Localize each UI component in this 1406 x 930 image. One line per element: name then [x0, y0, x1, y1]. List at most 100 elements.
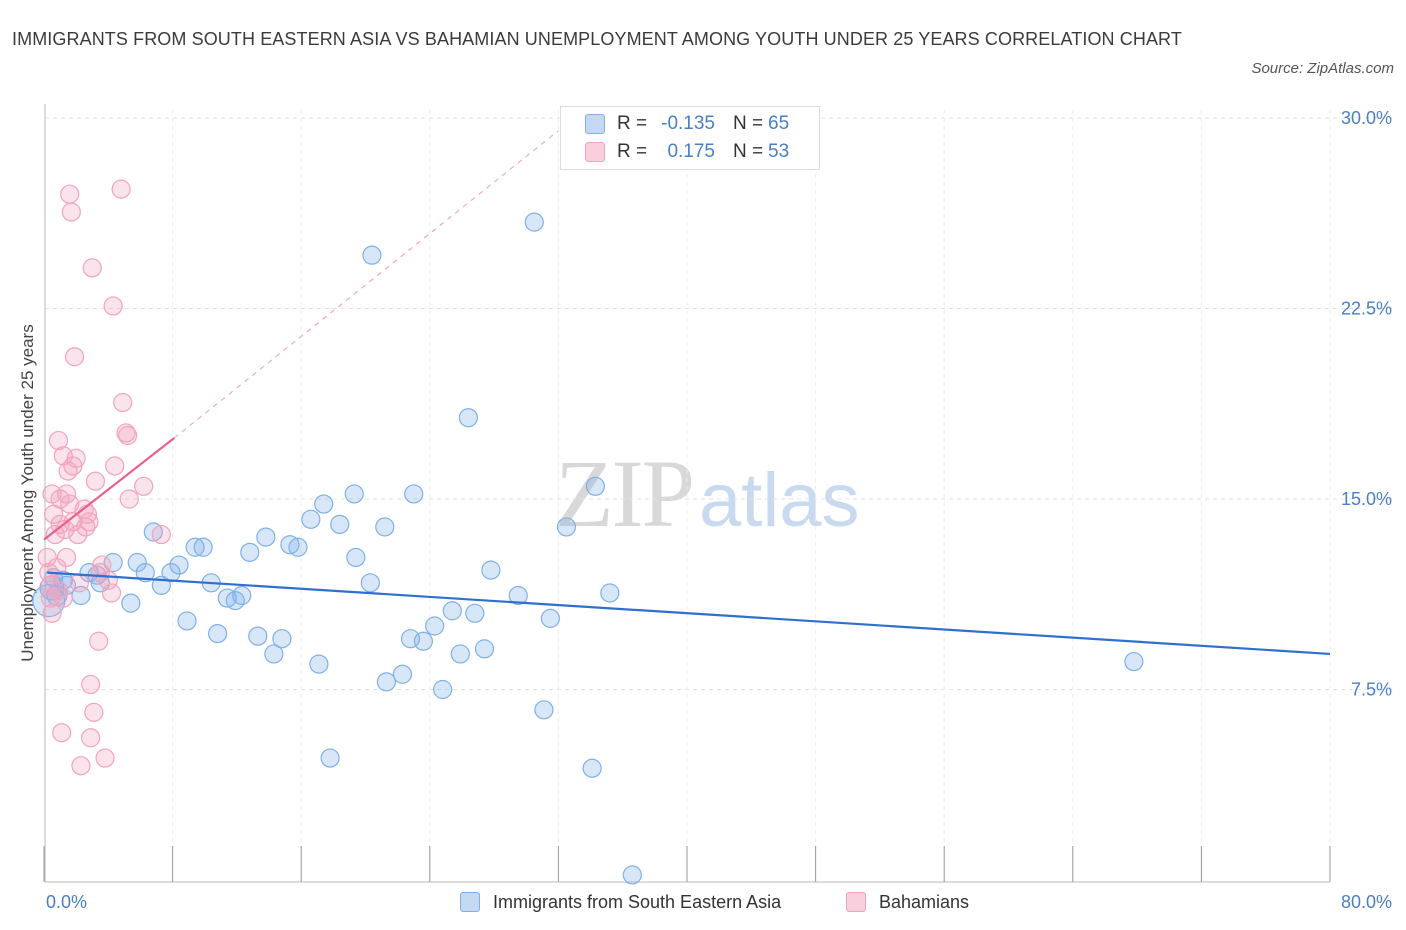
data-point-immigrants — [404, 484, 424, 504]
data-point-immigrants — [425, 616, 445, 636]
stats-legend: R = -0.135 N = 65 R = 0.175 N = 53 — [560, 106, 820, 170]
data-point-bahamians — [95, 748, 115, 768]
y-tick-label: 15.0% — [1341, 489, 1392, 509]
data-point-bahamians — [103, 296, 123, 316]
data-point-immigrants — [121, 593, 141, 613]
r-value: -0.135 — [661, 113, 715, 134]
data-point-bahamians — [45, 524, 65, 545]
data-point-immigrants — [508, 585, 528, 606]
legend-swatch-blue — [585, 114, 605, 134]
data-point-bahamians — [56, 547, 77, 568]
legend-item-immigrants: Immigrants from South Eastern Asia — [460, 888, 781, 916]
data-point-immigrants — [534, 700, 554, 720]
data-point-bahamians — [82, 258, 102, 278]
data-point-bahamians — [42, 603, 62, 623]
data-point-bahamians — [84, 702, 104, 722]
data-point-immigrants — [524, 212, 544, 232]
data-point-immigrants — [288, 537, 308, 557]
tick-labels: 7.5% 15.0% 22.5% 30.0% 0.0% 80.0% — [46, 108, 1392, 912]
data-point-bahamians — [105, 456, 125, 476]
data-point-immigrants — [127, 552, 147, 573]
data-point-bahamians — [119, 489, 139, 509]
data-point-bahamians — [37, 547, 57, 568]
data-point-immigrants — [375, 517, 395, 537]
data-point-immigrants — [177, 611, 197, 631]
trend-lines — [43, 130, 1331, 656]
legend-label: Bahamians — [879, 892, 970, 912]
data-point-bahamians — [69, 573, 89, 593]
data-point-immigrants — [362, 245, 382, 265]
data-point-immigrants — [272, 629, 292, 649]
data-point-immigrants — [450, 644, 470, 664]
data-point-immigrants — [309, 654, 329, 674]
data-point-immigrants — [376, 672, 396, 692]
data-point-immigrants — [442, 601, 462, 621]
watermark-atlas: atlas — [699, 458, 860, 543]
legend-swatch-pink — [846, 892, 866, 912]
data-point-immigrants — [169, 555, 189, 575]
gridlines — [45, 110, 1392, 882]
data-point-immigrants — [193, 537, 213, 557]
data-point-bahamians — [101, 583, 122, 603]
data-point-immigrants — [320, 748, 340, 768]
data-point-immigrants — [360, 573, 380, 593]
data-point-bahamians — [151, 524, 171, 545]
n-label: N = — [733, 113, 764, 134]
data-point-bahamians — [85, 471, 106, 491]
data-point-immigrants — [103, 552, 123, 573]
data-point-immigrants — [248, 626, 268, 646]
legend-swatch-blue — [460, 892, 480, 912]
data-point-immigrants — [346, 547, 366, 568]
data-points — [32, 179, 1144, 885]
data-point-immigrants — [582, 758, 602, 778]
data-point-immigrants — [264, 644, 284, 664]
trend-line-bahamians — [43, 437, 175, 541]
y-tick-label: 22.5% — [1341, 299, 1392, 319]
data-point-bahamians — [68, 524, 88, 545]
data-point-bahamians — [81, 674, 101, 695]
data-point-immigrants — [474, 639, 495, 659]
data-point-bahamians — [48, 430, 69, 451]
data-point-bahamians — [89, 631, 109, 651]
legend-label: Immigrants from South Eastern Asia — [493, 892, 782, 912]
data-point-bahamians — [113, 392, 133, 413]
data-point-immigrants — [1124, 651, 1144, 672]
r-value: 0.175 — [667, 141, 715, 162]
data-point-immigrants — [256, 527, 276, 547]
n-value: 53 — [768, 141, 790, 162]
data-point-bahamians — [66, 448, 86, 468]
legend-item-bahamians: Bahamians — [846, 888, 969, 916]
n-label: N = — [733, 141, 764, 162]
data-point-bahamians — [117, 425, 138, 446]
watermark-zip: ZIP — [555, 440, 695, 547]
data-point-immigrants — [465, 603, 485, 623]
data-point-bahamians — [81, 728, 101, 748]
data-point-immigrants — [413, 631, 433, 651]
trend-line-immigrants — [47, 571, 1331, 656]
data-point-immigrants — [208, 624, 228, 644]
stats-row-immigrants: R = -0.135 N = 65 — [561, 110, 819, 138]
data-point-immigrants — [585, 476, 605, 496]
data-point-immigrants — [135, 563, 155, 583]
chart-title: IMMIGRANTS FROM SOUTH EASTERN ASIA VS BA… — [12, 29, 1182, 49]
watermark: ZIPatlas — [555, 438, 860, 549]
axes — [43, 104, 1331, 883]
stats-row-bahamians: R = 0.175 N = 53 — [561, 138, 819, 166]
x-tick-label: 80.0% — [1341, 892, 1392, 912]
r-label: R = — [617, 141, 648, 162]
data-point-immigrants — [185, 537, 205, 557]
y-tick-label: 30.0% — [1341, 108, 1392, 128]
data-point-immigrants — [232, 585, 252, 606]
data-point-bahamians — [79, 512, 99, 532]
data-point-immigrants — [240, 542, 260, 562]
chart-source: Source: ZipAtlas.com — [1251, 60, 1394, 77]
x-tick-label: 0.0% — [46, 892, 87, 912]
data-point-immigrants — [622, 865, 642, 885]
data-point-immigrants — [314, 494, 334, 514]
trend-extension-bahamians — [173, 130, 559, 439]
data-point-bahamians — [111, 179, 131, 199]
r-label: R = — [617, 113, 648, 134]
data-point-bahamians — [71, 756, 91, 776]
data-point-bahamians — [64, 347, 85, 367]
